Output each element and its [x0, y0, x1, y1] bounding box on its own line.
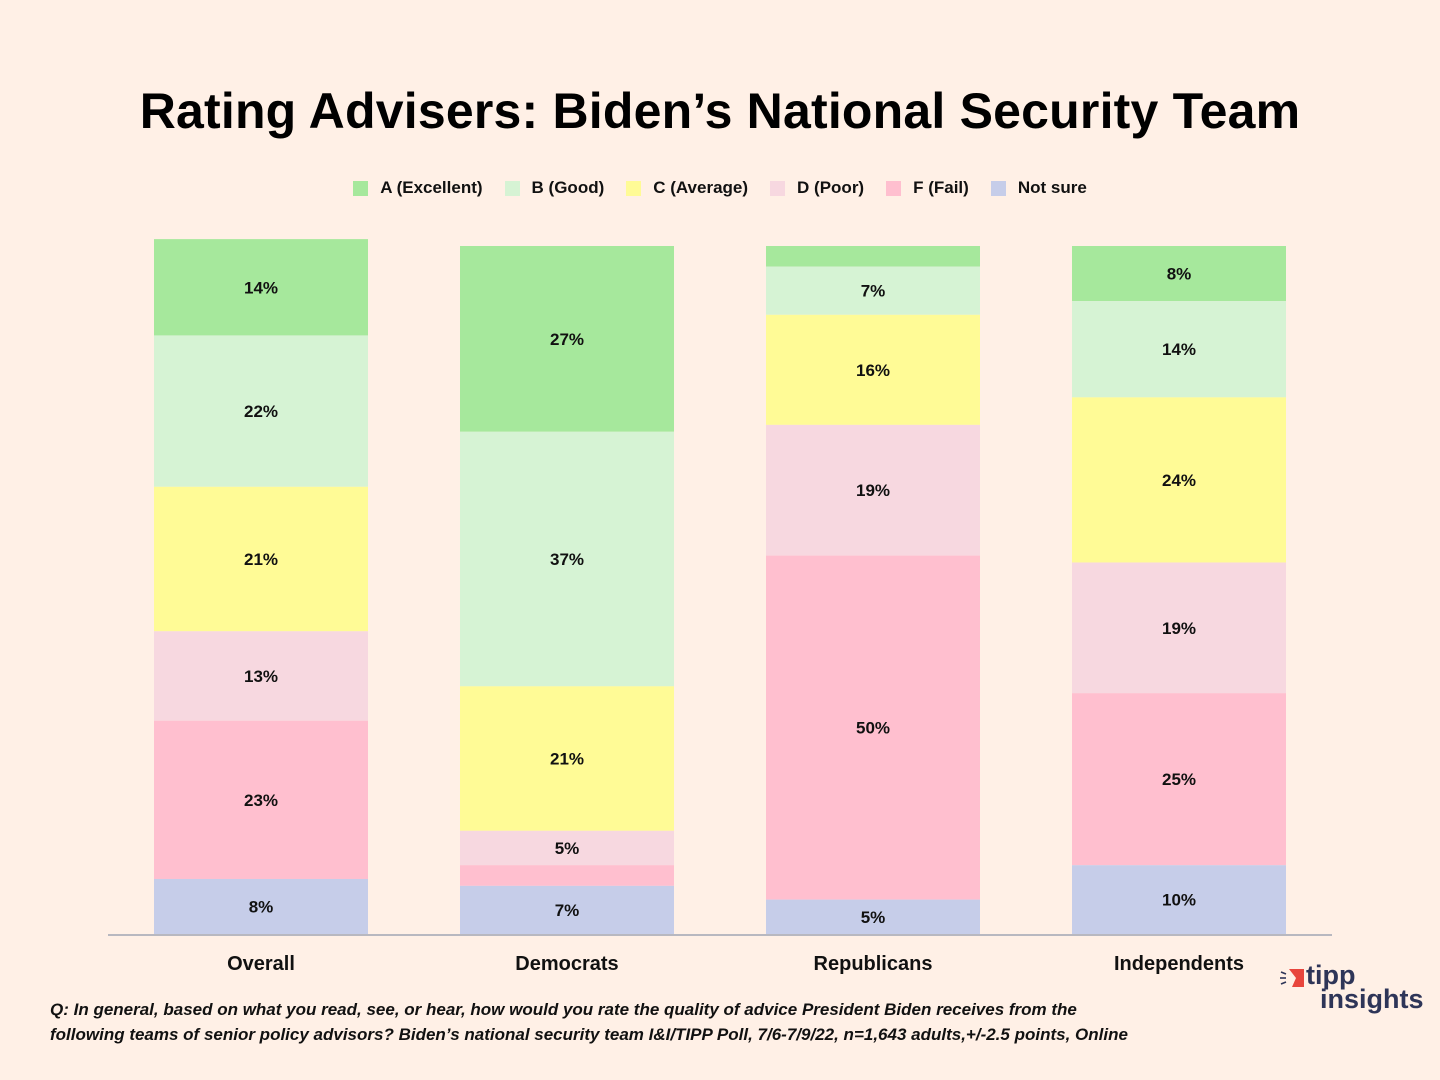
- data-label: 25%: [1162, 770, 1196, 789]
- x-tick-label: Overall: [227, 953, 295, 975]
- bar-segment: [460, 830, 674, 866]
- bar-segment: [1072, 693, 1286, 866]
- data-label: 19%: [1162, 619, 1196, 638]
- bar-segment: [460, 865, 674, 886]
- tipp-insights-logo: tipp insights: [1280, 961, 1430, 1015]
- data-label: 8%: [249, 897, 274, 916]
- legend-item: C (Average): [626, 178, 748, 198]
- legend-item: D (Poor): [770, 178, 864, 198]
- data-label: 14%: [1162, 340, 1196, 359]
- logo-text-insights: insights: [1320, 984, 1424, 1014]
- legend-label: B (Good): [531, 178, 605, 197]
- data-label: 50%: [856, 719, 890, 738]
- bar-segment: [460, 246, 674, 432]
- legend-label: Not sure: [1017, 178, 1087, 197]
- data-label: 7%: [861, 282, 886, 301]
- data-label: 8%: [1167, 265, 1192, 284]
- data-label: 27%: [550, 330, 584, 349]
- bar-segment: [766, 555, 980, 900]
- legend-swatch: [770, 180, 786, 196]
- bar-segment: [766, 246, 980, 267]
- footnote-line-1: Q: In general, based on what you read, s…: [50, 1000, 1077, 1019]
- bar-segment: [154, 335, 368, 487]
- bar-segment: [766, 314, 980, 425]
- bar-segment: [460, 686, 674, 831]
- bar-segment: [460, 885, 674, 934]
- bar-segment: [154, 631, 368, 721]
- data-label: 16%: [856, 361, 890, 380]
- data-label: 13%: [244, 667, 278, 686]
- bar-segment: [460, 431, 674, 687]
- bar-segment: [154, 486, 368, 632]
- data-label: 10%: [1162, 891, 1196, 910]
- legend-item: Not sure: [990, 178, 1087, 198]
- legend: A (Excellent) B (Good) C (Average) D (Poor)…: [0, 178, 1440, 198]
- x-tick-label: Republicans: [814, 953, 933, 975]
- data-label: 5%: [861, 908, 886, 927]
- legend-swatch: [990, 180, 1006, 196]
- bar-segment: [154, 720, 368, 879]
- legend-item: A (Excellent): [353, 178, 483, 198]
- logo-text-tipp: tipp: [1306, 960, 1356, 990]
- x-tick-label: Independents: [1114, 953, 1244, 975]
- footnote-line-2: following teams of senior policy advisor…: [50, 1025, 1128, 1044]
- bar-segment: [1072, 865, 1286, 934]
- data-label: 22%: [244, 402, 278, 421]
- logo-mark-icon: [1280, 969, 1304, 987]
- data-label: 24%: [1162, 471, 1196, 490]
- data-label: 19%: [856, 481, 890, 500]
- legend-label: F (Fail): [913, 178, 969, 197]
- bar-segment: [1072, 246, 1286, 302]
- legend-swatch: [504, 180, 520, 196]
- data-label: 21%: [244, 550, 278, 569]
- bar-segment: [154, 878, 368, 934]
- legend-label: C (Average): [653, 178, 749, 197]
- bar-segment: [1072, 562, 1286, 694]
- legend-item: F (Fail): [886, 178, 969, 198]
- bar-segment: [1072, 397, 1286, 563]
- legend-swatch: [886, 180, 902, 196]
- bar-segment: [766, 899, 980, 934]
- legend-label: D (Poor): [797, 178, 865, 197]
- bar-segment: [154, 239, 368, 336]
- data-label: 37%: [550, 550, 584, 569]
- bar-segment: [766, 424, 980, 556]
- data-label: 21%: [550, 750, 584, 769]
- chart-title: Rating Advisers: Biden’s National Securi…: [139, 83, 1301, 139]
- x-tick-label: Democrats: [515, 953, 618, 975]
- data-label: 5%: [555, 839, 580, 858]
- bar-segment: [766, 266, 980, 315]
- data-label: 14%: [244, 278, 278, 297]
- bar-segment: [1072, 301, 1286, 398]
- legend-item: B (Good): [504, 178, 605, 198]
- legend-swatch: [353, 180, 369, 196]
- footnote: Q: In general, based on what you read, s…: [50, 997, 1270, 1047]
- legend-label: A (Excellent): [380, 178, 483, 197]
- legend-swatch: [626, 180, 642, 196]
- data-label: 7%: [555, 901, 580, 920]
- data-label: 23%: [244, 791, 278, 810]
